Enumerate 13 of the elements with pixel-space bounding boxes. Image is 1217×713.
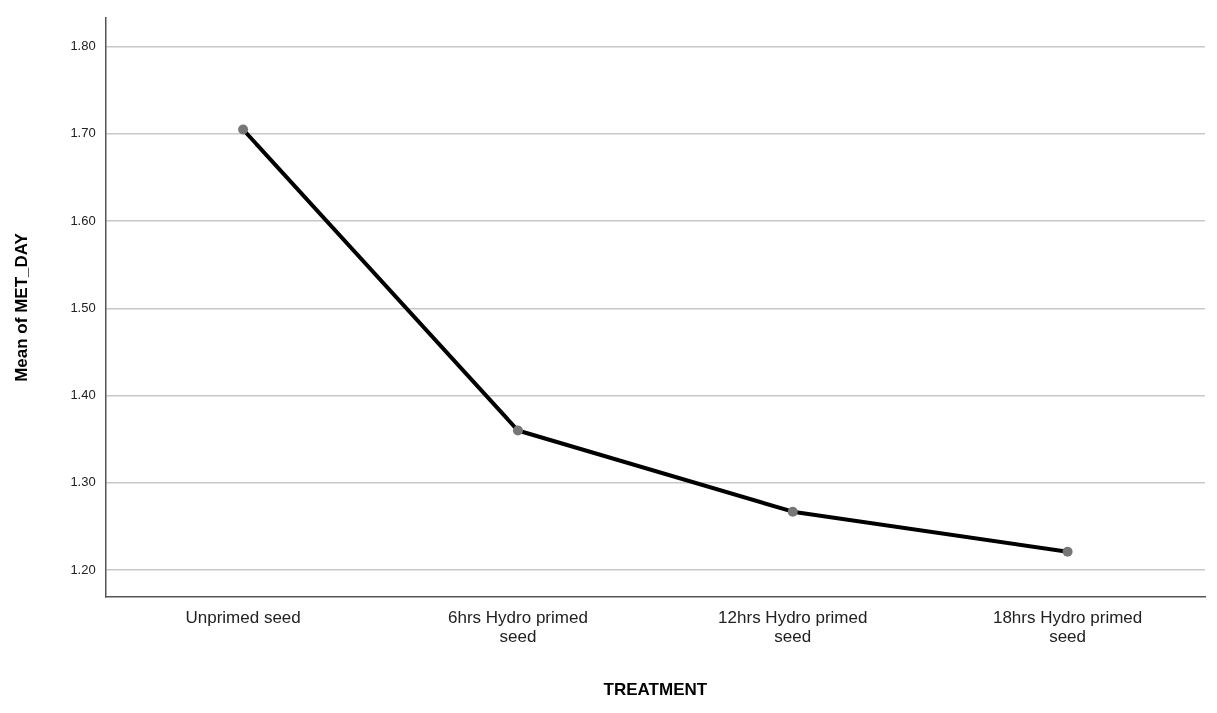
y-tick-label: 1.80 <box>70 38 96 54</box>
x-tick-label: Unprimed seed <box>185 608 301 628</box>
y-tick-label: 1.30 <box>70 474 96 490</box>
y-tick-label: 1.70 <box>70 125 96 141</box>
y-tick-label: 1.50 <box>70 299 96 315</box>
y-tick-label: 1.40 <box>70 387 96 403</box>
x-tick-label: 18hrs Hydro primed seed <box>992 608 1143 646</box>
y-axis-title: Mean of MET_DAY <box>11 232 31 382</box>
x-tick-label: 6hrs Hydro primed seed <box>448 608 588 646</box>
x-axis-title: TREATMENT <box>603 680 708 700</box>
x-tick-label: 12hrs Hydro primed seed <box>718 608 868 646</box>
y-tick-label: 1.20 <box>70 561 96 577</box>
y-tick-label: 1.60 <box>70 212 96 228</box>
